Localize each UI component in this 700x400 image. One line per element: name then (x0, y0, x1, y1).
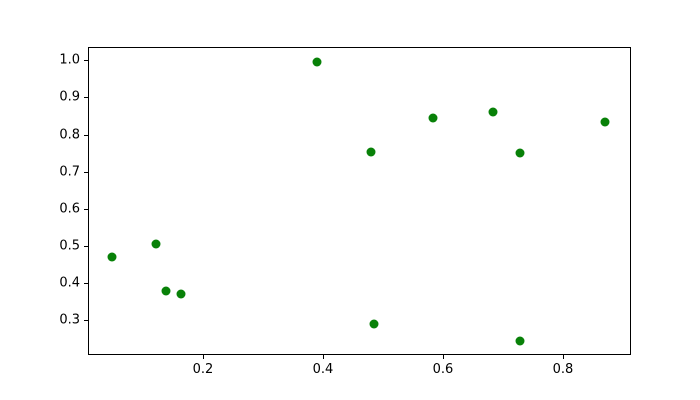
y-axis-tick-label: 0.7 (59, 164, 80, 180)
x-axis-tick-label: 0.2 (192, 362, 214, 377)
scatter-data-point (515, 148, 525, 158)
y-axis-tick (84, 135, 88, 136)
scatter-data-point (366, 147, 376, 157)
x-axis-tick (203, 355, 204, 359)
x-axis-tick (563, 355, 564, 359)
y-axis-tick-label: 1.0 (59, 52, 80, 68)
y-axis-tick-label: 0.5 (59, 238, 80, 254)
x-axis-tick (443, 355, 444, 359)
scatter-data-point (600, 117, 610, 127)
x-axis-tick-label: 0.6 (432, 362, 454, 377)
scatter-data-point (515, 336, 525, 346)
y-axis-tick (84, 209, 88, 210)
scatter-data-point (161, 286, 171, 296)
scatter-data-point (369, 319, 379, 329)
y-axis-tick-label: 0.4 (59, 275, 80, 291)
x-axis-tick-label: 0.8 (552, 362, 574, 377)
scatter-data-point (107, 252, 117, 262)
scatter-data-point (428, 113, 438, 123)
y-axis-tick-label: 0.3 (59, 312, 80, 328)
y-axis-tick-label: 0.8 (59, 127, 80, 143)
scatter-data-point (151, 239, 161, 249)
plot-area (88, 47, 631, 355)
y-axis-tick (84, 97, 88, 98)
y-axis-tick (84, 283, 88, 284)
x-axis-tick-label: 0.4 (312, 362, 334, 377)
y-axis-tick-label: 0.6 (59, 201, 80, 217)
x-axis-tick (323, 355, 324, 359)
y-axis-tick-label: 0.9 (59, 89, 80, 105)
y-axis-tick (84, 246, 88, 247)
scatter-data-point (176, 289, 186, 299)
scatter-data-point (488, 107, 498, 117)
y-axis-tick (84, 320, 88, 321)
y-axis-tick (84, 172, 88, 173)
scatter-data-point (312, 57, 322, 67)
y-axis-tick (84, 60, 88, 61)
